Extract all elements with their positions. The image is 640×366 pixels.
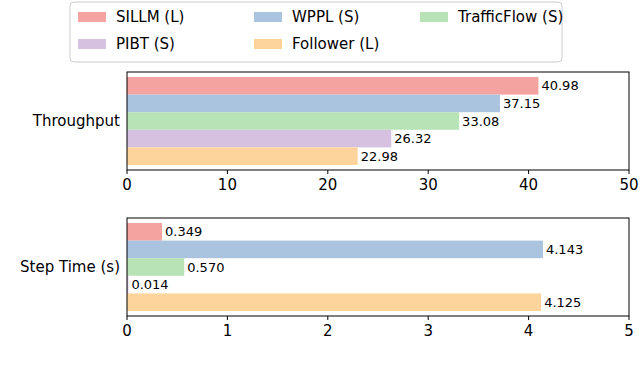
data-label: 33.08 xyxy=(462,114,499,129)
panel: 0.349 4.143 0.570 0.014 4.125 Step Time (s) 0 1… xyxy=(20,218,634,340)
tick-mark xyxy=(127,316,128,320)
chart-root: SILLM (L) WPPL (S) TrafficFlow (S) PIBT (S)… xyxy=(0,0,640,366)
legend: SILLM (L) WPPL (S) TrafficFlow (S) PIBT (S)… xyxy=(70,2,563,62)
legend-label: PIBT (S) xyxy=(116,35,175,53)
tick-mark xyxy=(528,316,529,320)
tick-mark xyxy=(227,316,228,320)
tick-mark xyxy=(227,170,228,174)
bar xyxy=(127,241,543,259)
data-label: 4.125 xyxy=(544,295,581,310)
data-label: 4.143 xyxy=(546,242,583,257)
tick-label: 1 xyxy=(223,322,233,340)
bars xyxy=(127,223,543,311)
legend-swatch xyxy=(254,12,282,22)
data-label: 26.32 xyxy=(394,131,431,146)
tick-mark xyxy=(428,316,429,320)
plot-frame xyxy=(127,72,629,170)
legend-swatch xyxy=(420,12,448,22)
data-labels: 40.9837.15 33.08 26.32 22.98 xyxy=(361,78,579,163)
bars xyxy=(127,77,538,165)
legend-label: Follower (L) xyxy=(292,35,379,53)
tick-label: 0 xyxy=(122,176,132,194)
tick-mark xyxy=(327,316,328,320)
legend-label: WPPL (S) xyxy=(292,8,359,26)
panel: 40.9837.15 33.08 26.32 22.98 Throughput 0 10 20… xyxy=(32,72,639,194)
tick-label: 3 xyxy=(423,322,433,340)
data-label: 40.98 xyxy=(541,78,578,93)
data-label: 0.570 xyxy=(187,260,224,275)
data-label: 0.014 xyxy=(131,277,168,292)
bar xyxy=(127,130,391,148)
tick-mark xyxy=(629,170,630,174)
bar xyxy=(127,112,459,130)
legend-swatch xyxy=(78,12,106,22)
bar xyxy=(127,293,541,311)
tick-mark xyxy=(629,316,630,320)
tick-label: 0 xyxy=(122,322,132,340)
bar xyxy=(127,77,538,95)
tick-mark xyxy=(428,170,429,174)
tick-mark xyxy=(327,170,328,174)
data-label: 0.349 xyxy=(165,224,202,239)
legend-label: SILLM (L) xyxy=(116,8,184,26)
legend-swatch xyxy=(254,39,282,49)
category-label: Throughput xyxy=(32,112,120,130)
legend-swatch xyxy=(78,39,106,49)
data-label: 37.15 xyxy=(503,96,540,111)
bar xyxy=(127,223,162,241)
tick-label: 50 xyxy=(619,176,638,194)
plot-frame xyxy=(127,218,629,316)
tick-mark xyxy=(127,170,128,174)
tick-label: 5 xyxy=(624,322,634,340)
tick-label: 40 xyxy=(519,176,538,194)
data-labels: 0.349 4.143 0.570 0.014 4.125 xyxy=(131,224,583,309)
tick-label: 2 xyxy=(323,322,333,340)
bar xyxy=(127,147,358,165)
bar xyxy=(127,95,500,113)
tick-label: 10 xyxy=(218,176,237,194)
tick-label: 30 xyxy=(419,176,438,194)
category-label: Step Time (s) xyxy=(20,258,120,276)
legend-label: TrafficFlow (S) xyxy=(457,8,563,26)
tick-label: 20 xyxy=(318,176,337,194)
tick-label: 4 xyxy=(524,322,534,340)
tick-mark xyxy=(528,170,529,174)
data-label: 22.98 xyxy=(361,149,398,164)
bar xyxy=(127,258,184,276)
